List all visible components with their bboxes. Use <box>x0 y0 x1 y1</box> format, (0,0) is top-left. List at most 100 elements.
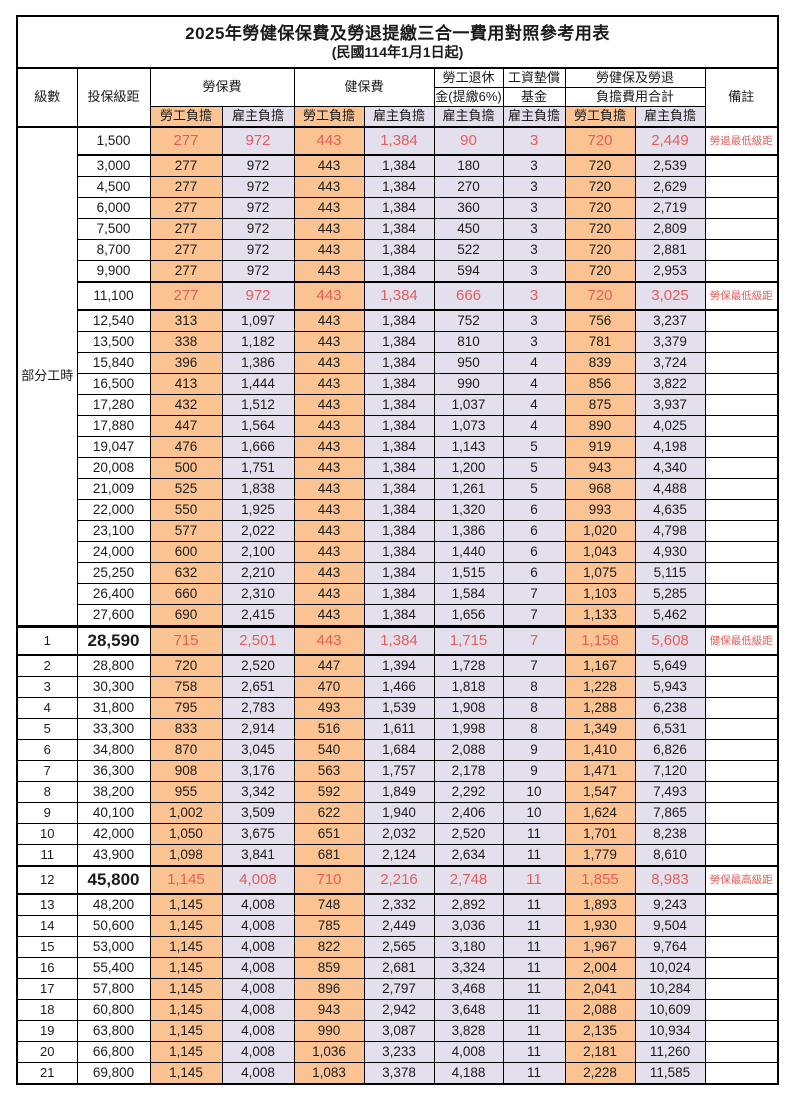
subheader-total-employee: 勞工負擔 <box>564 106 636 128</box>
cell-health-fee-employer: 1,384 <box>363 520 435 542</box>
cell-remark <box>704 260 779 283</box>
cell-salary-bracket: 17,280 <box>76 394 151 416</box>
cell-health-fee-employee: 443 <box>293 373 365 395</box>
cell-total-employee: 720 <box>564 176 636 198</box>
cell-total-employee: 1,349 <box>564 718 636 740</box>
cell-remark <box>704 893 779 916</box>
subheader-health-employer: 雇主負擔 <box>363 106 435 128</box>
cell-health-fee-employee: 443 <box>293 197 365 219</box>
cell-pension-employer: 2,892 <box>433 893 504 916</box>
cell-pension-employer: 450 <box>433 218 504 240</box>
cell-health-fee-employee: 651 <box>293 823 365 845</box>
cell-remark <box>704 844 779 867</box>
cell-remark <box>704 999 779 1021</box>
cell-health-fee-employer: 1,384 <box>363 583 435 605</box>
subheader-labor-employee: 勞工負擔 <box>149 106 223 128</box>
cell-labor-fee-employee: 908 <box>149 760 223 782</box>
cell-total-employer: 10,609 <box>634 999 706 1021</box>
cell-labor-fee-employee: 955 <box>149 781 223 803</box>
cell-wage-fund-employer: 6 <box>502 541 566 563</box>
table-row: 24,000 600 2,100 443 1,384 1,440 6 1,043 4,930 <box>17 541 779 563</box>
cell-wage-fund-employer: 11 <box>502 957 566 979</box>
cell-labor-fee-employer: 3,176 <box>221 760 295 782</box>
cell-remark <box>704 478 779 500</box>
cell-total-employer: 8,610 <box>634 844 706 867</box>
cell-pension-employer: 1,073 <box>433 415 504 437</box>
cell-salary-bracket: 21,009 <box>76 478 151 500</box>
cell-labor-fee-employer: 4,008 <box>221 865 295 895</box>
table-row: 11 43,900 1,098 3,841 681 2,124 2,634 11 1,779 8,… <box>16 844 779 867</box>
subheader-wage-fund-employer: 雇主負擔 <box>502 106 566 128</box>
cell-total-employee: 720 <box>564 218 636 240</box>
cell-labor-fee-employer: 2,415 <box>221 604 295 627</box>
cell-labor-fee-employer: 2,651 <box>221 676 295 698</box>
cell-pension-employer: 3,036 <box>433 915 504 937</box>
cell-remark: 健保最低級距 <box>704 625 779 656</box>
cell-health-fee-employer: 1,384 <box>363 260 435 283</box>
cell-pension-employer: 1,440 <box>433 541 504 563</box>
cell-remark <box>704 1062 779 1085</box>
cell-salary-bracket: 1,500 <box>76 126 151 156</box>
cell-salary-bracket: 16,500 <box>76 373 151 395</box>
cell-labor-fee-employer: 972 <box>221 239 295 261</box>
cell-labor-fee-employee: 338 <box>149 331 223 353</box>
table-row: 4,500 277 972 443 1,384 270 3 720 2,629 <box>17 176 779 198</box>
cell-total-employee: 720 <box>564 126 636 156</box>
cell-salary-bracket: 42,000 <box>76 823 151 845</box>
cell-health-fee-employee: 443 <box>293 352 365 374</box>
cell-salary-bracket: 33,300 <box>76 718 151 740</box>
cell-wage-fund-employer: 11 <box>502 1062 566 1085</box>
cell-labor-fee-employee: 396 <box>149 352 223 374</box>
cell-salary-bracket: 60,800 <box>76 999 151 1021</box>
cell-pension-employer: 270 <box>433 176 504 198</box>
cell-wage-fund-employer: 10 <box>502 781 566 803</box>
cell-health-fee-employee: 443 <box>293 260 365 283</box>
cell-total-employer: 5,608 <box>634 625 706 656</box>
cell-remark: 勞保最高級距 <box>704 865 779 895</box>
cell-level: 13 <box>16 893 78 916</box>
cell-health-fee-employer: 1,940 <box>363 802 435 824</box>
cell-health-fee-employer: 1,539 <box>363 697 435 719</box>
cell-salary-bracket: 36,300 <box>76 760 151 782</box>
cell-labor-fee-employee: 660 <box>149 583 223 605</box>
cell-labor-fee-employer: 972 <box>221 260 295 283</box>
cell-total-employer: 2,629 <box>634 176 706 198</box>
table-row: 16 55,400 1,145 4,008 859 2,681 3,324 11 2,004 10… <box>16 957 779 979</box>
cell-health-fee-employer: 1,384 <box>363 394 435 416</box>
cell-level: 10 <box>16 823 78 845</box>
cell-pension-employer: 1,037 <box>433 394 504 416</box>
cell-health-fee-employer: 3,233 <box>363 1041 435 1063</box>
cell-salary-bracket: 26,400 <box>76 583 151 605</box>
cell-health-fee-employer: 1,394 <box>363 654 435 677</box>
cell-total-employee: 1,967 <box>564 936 636 958</box>
cell-health-fee-employer: 1,384 <box>363 239 435 261</box>
cell-health-fee-employer: 1,384 <box>363 625 435 656</box>
cell-health-fee-employer: 1,757 <box>363 760 435 782</box>
cell-health-fee-employee: 443 <box>293 176 365 198</box>
cell-total-employee: 875 <box>564 394 636 416</box>
cell-wage-fund-employer: 5 <box>502 457 566 479</box>
table-row: 12 45,800 1,145 4,008 710 2,216 2,748 11 1,855 8,… <box>16 865 779 895</box>
cell-salary-bracket: 30,300 <box>76 676 151 698</box>
cell-labor-fee-employer: 3,509 <box>221 802 295 824</box>
cell-health-fee-employer: 2,942 <box>363 999 435 1021</box>
cell-wage-fund-employer: 4 <box>502 352 566 374</box>
cell-health-fee-employer: 2,797 <box>363 978 435 1000</box>
cell-pension-employer: 752 <box>433 309 504 332</box>
cell-total-employee: 720 <box>564 154 636 177</box>
cell-salary-bracket: 69,800 <box>76 1062 151 1085</box>
cell-wage-fund-employer: 3 <box>502 309 566 332</box>
cell-remark: 勞退最低級距 <box>704 126 779 156</box>
cell-total-employer: 5,285 <box>634 583 706 605</box>
table-row: 12,540 313 1,097 443 1,384 752 3 756 3,237 <box>17 309 779 332</box>
cell-remark <box>704 239 779 261</box>
col-header-total-line2: 負擔費用合計 <box>564 87 706 107</box>
cell-pension-employer: 2,520 <box>433 823 504 845</box>
cell-health-fee-employer: 1,384 <box>363 281 435 311</box>
cell-labor-fee-employee: 870 <box>149 739 223 761</box>
cell-pension-employer: 666 <box>433 281 504 311</box>
cell-remark <box>704 1041 779 1063</box>
cell-total-employer: 4,488 <box>634 478 706 500</box>
cell-total-employer: 9,764 <box>634 936 706 958</box>
cell-remark <box>704 697 779 719</box>
